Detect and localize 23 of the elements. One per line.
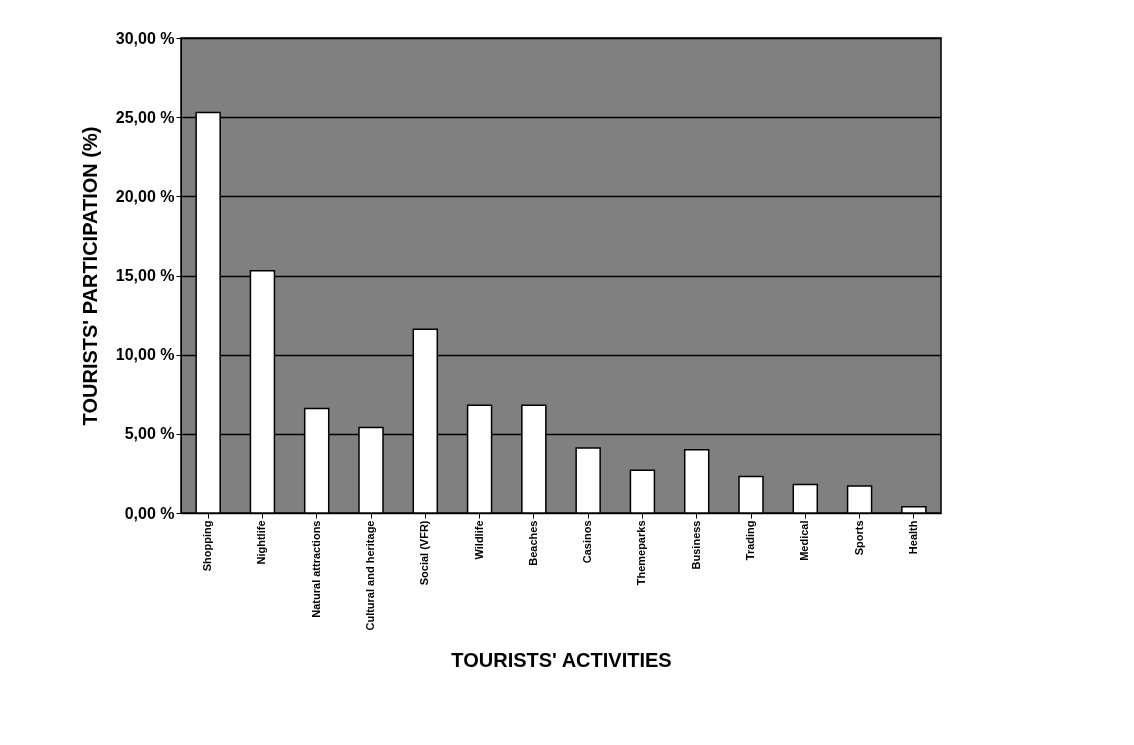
y-tick-label: 30,00 % [115,29,175,47]
x-tick-label: Sports [852,520,865,556]
y-tick-label: 15,00 % [115,267,175,284]
x-tick-label: Medical [798,520,811,561]
x-tick-label: Casinos [581,520,594,564]
y-tick-label: 25,00 % [115,108,175,126]
x-tick-label: Cultural and heritage [364,520,376,631]
x-tick-label: Health [906,520,919,555]
x-tick-label: Business [689,520,702,570]
x-tick-label: Nightlife [255,520,268,565]
y-tick-label: 0,00 % [124,504,175,522]
x-tick-label: Themeparks [635,520,648,586]
x-tick-label: Natural attractions [309,520,322,618]
y-tick-label: 5,00 % [124,425,175,443]
x-tick-label: Trading [744,520,756,561]
x-tick-label: Wildlife [472,520,485,560]
x-tick-label: Beaches [526,520,539,566]
y-tick-label: 20,00 % [115,187,175,205]
x-tick-label: Shopping [201,520,214,572]
x-axis-title: TOURISTS' ACTIVITIES [451,648,672,671]
y-axis-title: TOURISTS' PARTICIPATION (%) [78,126,101,426]
y-tick-label: 10,00 % [115,346,175,364]
x-tick-label: Social (VFR) [418,520,431,586]
